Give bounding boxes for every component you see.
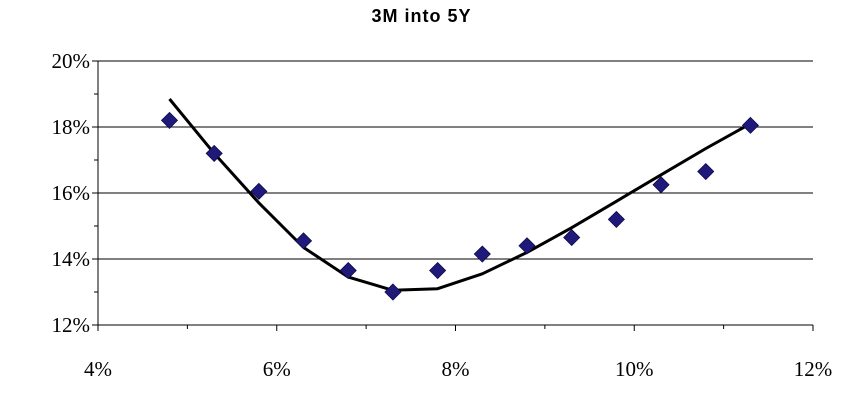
y-tick-label: 12% [52,313,91,337]
data-point-marker [741,116,760,134]
data-point-marker [473,245,491,263]
x-tick-label: 8% [442,357,470,381]
data-point-marker [160,111,179,129]
data-point-marker [205,144,223,162]
data-point-marker [294,232,313,250]
data-point-marker [607,210,625,228]
x-tick-label: 12% [794,357,833,381]
data-point-marker [429,261,447,280]
y-tick-label: 18% [52,115,91,139]
chart-title: 3M into 5Y [371,6,472,26]
data-point-marker [563,228,581,247]
x-tick-label: 4% [84,357,112,381]
fitted-curve-line [168,98,752,292]
data-point-marker [384,283,402,301]
data-point-marker [339,261,357,280]
x-tick-label: 6% [263,357,291,381]
data-point-marker [697,162,715,181]
y-tick-label: 16% [52,181,91,205]
x-tick-label: 10% [615,357,654,381]
y-tick-label: 20% [52,49,91,73]
data-point-marker [652,176,670,194]
data-point-marker [250,182,268,200]
y-tick-label: 14% [52,247,91,271]
data-point-marker [518,237,536,255]
